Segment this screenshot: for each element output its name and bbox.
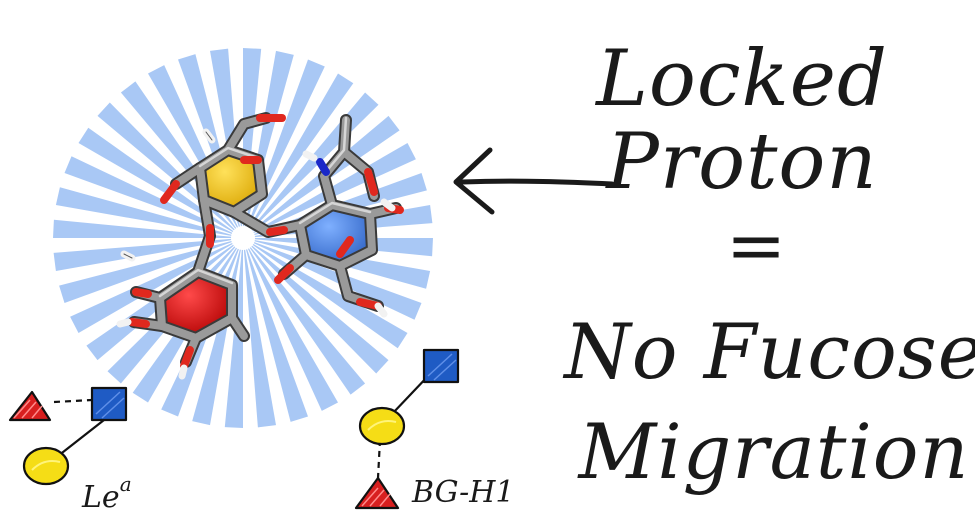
burst-ray [249, 247, 366, 395]
fucose-triangle-icon-2 [354, 476, 400, 510]
glycan-lea-label: Lea [81, 472, 132, 515]
burst-ray [248, 248, 338, 411]
headline-line-2: Proton [604, 117, 877, 207]
burst-ray [53, 238, 232, 271]
burst-ray [55, 187, 232, 236]
galactose-circle-icon [22, 446, 70, 486]
glycan-bgh1-symbol [354, 348, 460, 510]
burst-ray [243, 249, 276, 428]
arrow-left-icon [453, 147, 615, 215]
burst-ray [70, 243, 233, 333]
headline-line-1: Locked [594, 34, 888, 124]
burst-ray [224, 249, 243, 428]
glycan-bgh1-label: BG-H1 [411, 475, 515, 510]
burst-ray [53, 219, 232, 238]
headline-line-5: Migration [577, 407, 970, 496]
burst-ray [249, 73, 354, 229]
glcnac-square-icon-2 [422, 348, 460, 384]
molecule-3d-model [116, 112, 404, 380]
glycan-lea-symbol [8, 386, 128, 486]
headline-line-3: = [726, 203, 786, 287]
burst-ray [59, 241, 232, 303]
burst-ray [246, 249, 308, 422]
headline-line-4: No Fucose [562, 307, 975, 396]
galactose-ring-yellow [200, 150, 262, 212]
headline: Locked Proton = No Fucose Migration [562, 34, 975, 496]
fucose-triangle-icon [8, 390, 52, 422]
glcnac-square-icon [90, 386, 128, 422]
galactose-circle-icon-2 [358, 406, 406, 446]
burst-ray [253, 143, 416, 233]
burst-ray [64, 156, 233, 234]
burst-ray [78, 127, 234, 232]
